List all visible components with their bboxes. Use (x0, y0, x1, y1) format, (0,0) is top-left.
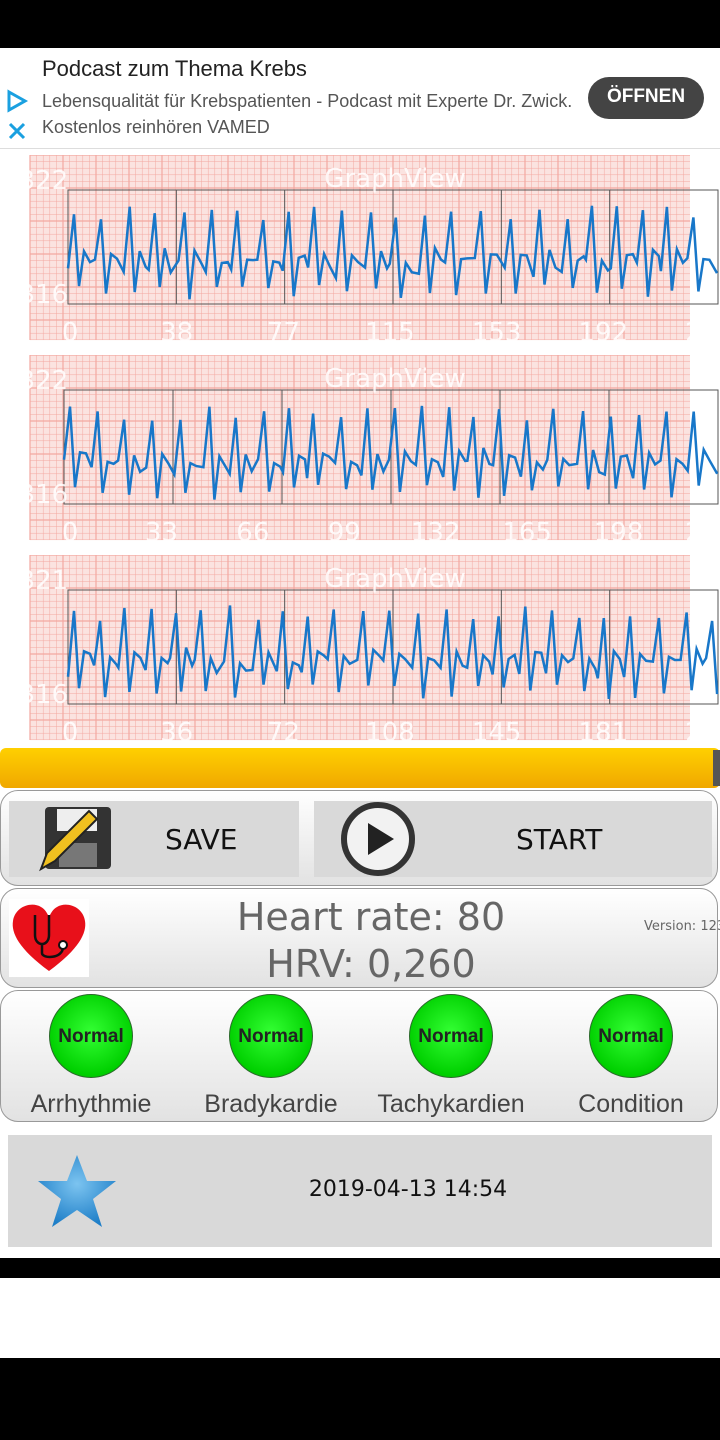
status-indicator: Normal (589, 994, 673, 1078)
y-label: 1322 (2, 366, 68, 396)
heart-panel: Heart rate: 80 HRV: 0,260 Version: 123 (0, 888, 720, 988)
status-label: Arrhythmie (30, 1090, 152, 1118)
x-label: 0 (62, 718, 79, 745)
x-label: 36 (160, 718, 193, 745)
history-item[interactable]: 2019-04-13 14:54 (8, 1135, 712, 1247)
status-indicator: Normal (409, 994, 493, 1078)
x-label: 153 (472, 318, 522, 345)
start-label[interactable]: START (516, 823, 603, 856)
status-bar (0, 0, 720, 48)
y-label: 1321 (2, 566, 68, 596)
x-label: 145 (472, 718, 522, 745)
hrv: HRV: 0,260 (266, 942, 476, 986)
y-label: 1322 (2, 166, 68, 196)
x-label: 217 (685, 718, 720, 745)
status-indicator: Normal (49, 994, 133, 1078)
ecg-trace (62, 405, 719, 500)
x-label: 33 (145, 518, 178, 545)
play-icon (341, 802, 415, 876)
y-label: 1316 (2, 480, 68, 510)
ecg-trace (66, 605, 719, 700)
ecg-graph: GraphView 1322 1316 0 38 77 115 153 192 230 (2, 155, 720, 345)
x-label: 72 (267, 718, 300, 745)
status-label: Bradykardie (204, 1090, 338, 1118)
graph-title: GraphView (324, 364, 465, 394)
x-label: 99 (328, 518, 361, 545)
ecg-graph: GraphView 1322 1316 0 33 66 99 132 165 198 231 (2, 355, 720, 545)
x-label: 77 (267, 318, 300, 345)
ad-title[interactable]: Podcast zum Thema Krebs (42, 56, 307, 81)
status-label: Tachykardien (377, 1090, 525, 1118)
save-button[interactable]: SAVE (9, 801, 299, 877)
x-label: 0 (62, 518, 79, 545)
start-button[interactable]: START (314, 801, 712, 877)
x-label: 108 (365, 718, 415, 745)
x-label: 192 (579, 318, 629, 345)
x-label: 230 (685, 318, 720, 345)
timestamp[interactable]: 2019-04-13 14:54 (308, 1177, 508, 1202)
status-label: Condition (578, 1090, 684, 1118)
x-label: 115 (365, 318, 415, 345)
y-label: 1316 (2, 280, 68, 310)
heart-icon (9, 899, 89, 977)
star-icon (38, 1155, 116, 1227)
progress-bar (0, 748, 720, 788)
ad-open-button[interactable]: ÖFFNEN (588, 77, 704, 119)
x-label: 66 (236, 518, 269, 545)
ad-text[interactable]: Lebensqualität für Krebspatienten - Podc… (42, 91, 573, 137)
ecg-trace (66, 205, 719, 300)
graph-title: GraphView (324, 564, 465, 594)
button-panel: SAVE START (0, 790, 718, 886)
heart-rate: Heart rate: 80 (236, 895, 506, 939)
save-icon (39, 807, 111, 872)
x-label: 132 (411, 518, 461, 545)
ad-banner[interactable]: Podcast zum Thema Krebs Lebensqualität f… (0, 48, 720, 149)
x-label: 231 (685, 518, 720, 545)
x-label: 198 (594, 518, 644, 545)
status-panel: Normal Arrhythmie Normal Bradykardie Normal T… (0, 990, 718, 1122)
status-indicator: Normal (229, 994, 313, 1078)
version: Version: 123 (644, 919, 720, 934)
ecg-graph: GraphView 1321 1316 0 36 72 108 145 181 217 (2, 555, 720, 745)
x-label: 165 (502, 518, 552, 545)
y-label: 1316 (2, 680, 68, 710)
x-label: 0 (62, 318, 79, 345)
save-label[interactable]: SAVE (165, 823, 238, 856)
ad-icons (7, 89, 29, 140)
progress-end (713, 750, 720, 786)
x-label: 38 (160, 318, 193, 345)
nav-bar (0, 1358, 720, 1440)
divider-bar (0, 1258, 720, 1278)
x-label: 181 (579, 718, 629, 745)
graph-title: GraphView (324, 164, 465, 194)
